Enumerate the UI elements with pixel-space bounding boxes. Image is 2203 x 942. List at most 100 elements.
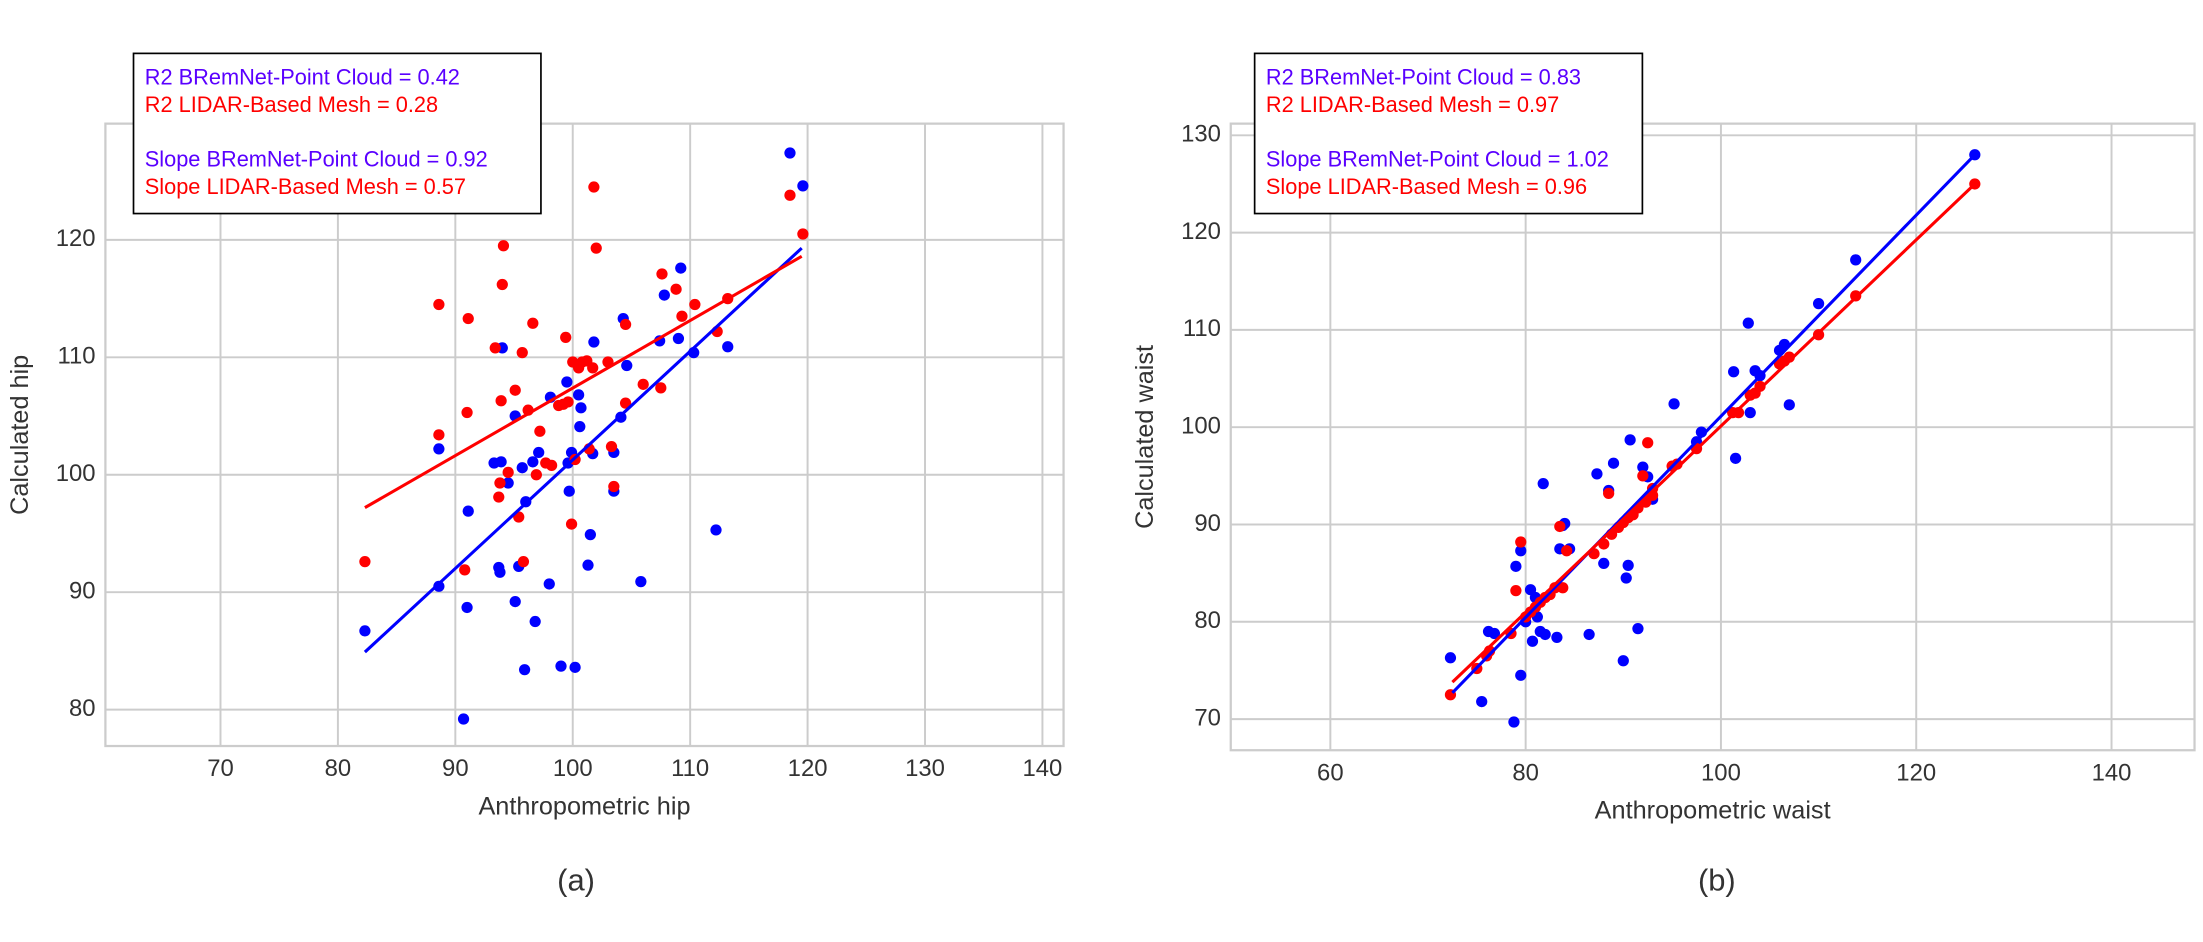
data-point [1515, 536, 1527, 548]
data-point [1617, 655, 1629, 667]
data-point [1515, 669, 1527, 681]
x-tick-label: 120 [788, 755, 828, 782]
data-point [1591, 468, 1603, 480]
data-point [359, 556, 371, 568]
plot-frame [104, 122, 1065, 748]
x-tick-label: 120 [1896, 759, 1936, 786]
data-point [1728, 366, 1740, 378]
data-point [1551, 631, 1563, 643]
y-tick-label: 90 [69, 577, 96, 604]
data-point [563, 485, 575, 497]
data-point [1732, 406, 1745, 419]
data-point [502, 466, 514, 479]
x-tick-label: 140 [2092, 759, 2132, 786]
y-tick-label: 100 [56, 460, 96, 487]
data-point [1583, 628, 1595, 641]
data-point [574, 420, 586, 433]
x-axis-label: Anthropometric waist [1595, 797, 1831, 825]
data-point [637, 378, 649, 390]
data-point [1508, 716, 1520, 728]
data-point [1561, 545, 1573, 557]
x-axis-label: Anthropometric hip [478, 793, 690, 821]
data-point [1515, 545, 1527, 557]
data-point [433, 429, 445, 441]
data-point [1754, 380, 1766, 392]
x-tick-label: 60 [1317, 759, 1344, 786]
data-point [560, 331, 572, 343]
data-point [710, 524, 722, 536]
y-tick-label: 130 [1181, 121, 1221, 148]
data-point [516, 462, 528, 474]
data-point [797, 180, 809, 192]
data-point [1620, 572, 1632, 584]
data-point [1476, 695, 1488, 708]
data-point [655, 382, 667, 394]
annotation: Slope BRemNet-Point Cloud = 1.02 [1266, 147, 1609, 172]
data-point [1557, 582, 1569, 594]
data-point [1510, 560, 1522, 572]
x-tick-label: 110 [671, 755, 709, 782]
data-point [1554, 520, 1566, 533]
data-point [1637, 470, 1649, 482]
data-point [689, 298, 701, 311]
data-point [784, 189, 796, 201]
data-point [1537, 478, 1549, 490]
annotation: Slope LIDAR-Based Mesh = 0.57 [145, 174, 466, 199]
data-point [1812, 298, 1825, 310]
data-point [530, 469, 542, 481]
annotation-box [1253, 52, 1644, 215]
x-tick-label: 100 [1701, 759, 1741, 786]
y-axis-label: Calculated waist [1131, 345, 1159, 529]
data-point [518, 664, 531, 676]
data-point [621, 359, 633, 372]
annotation-box [132, 52, 542, 215]
data-point [461, 601, 473, 614]
data-point [635, 575, 647, 588]
data-point [496, 278, 508, 291]
data-point [509, 384, 521, 396]
data-point [1742, 317, 1754, 329]
data-point [497, 240, 510, 252]
data-point [619, 397, 632, 409]
plot-frame [1229, 122, 2196, 752]
data-point [670, 283, 682, 295]
data-point [784, 147, 796, 159]
y-tick-label: 110 [1183, 315, 1221, 342]
regression-line [364, 254, 803, 509]
data-point [656, 268, 668, 280]
x-tick-label: 140 [1023, 755, 1063, 782]
y-tick-label: 80 [69, 695, 96, 722]
data-point [797, 228, 809, 240]
data-point [1668, 398, 1680, 410]
data-point [562, 396, 574, 408]
data-point [543, 578, 555, 590]
annotation: R2 BRemNet-Point Cloud = 0.42 [145, 64, 460, 89]
y-axis-label: Calculated hip [6, 355, 34, 515]
data-point [1510, 585, 1522, 597]
panel-caption: (b) [1698, 862, 1736, 897]
data-point [608, 480, 620, 493]
data-point [457, 713, 470, 725]
data-point [1526, 635, 1539, 647]
data-point [527, 456, 539, 468]
data-point [1539, 628, 1551, 641]
data-point [605, 440, 618, 453]
y-tick-label: 90 [1194, 510, 1221, 537]
y-tick-label: 100 [1181, 413, 1221, 440]
data-point [502, 477, 514, 489]
data-point [433, 580, 445, 592]
data-point [495, 456, 507, 468]
data-point [529, 615, 541, 628]
data-point [509, 595, 521, 608]
data-point [1637, 461, 1649, 473]
data-point [588, 181, 600, 193]
x-tick-label: 80 [1512, 759, 1539, 786]
data-point [1783, 399, 1795, 411]
data-point [459, 564, 471, 576]
regression-line [1451, 182, 1976, 684]
annotation: R2 LIDAR-Based Mesh = 0.28 [145, 92, 438, 117]
y-tick-label: 120 [56, 225, 96, 252]
data-point [493, 491, 505, 503]
data-point [676, 310, 688, 322]
data-point [588, 336, 600, 348]
